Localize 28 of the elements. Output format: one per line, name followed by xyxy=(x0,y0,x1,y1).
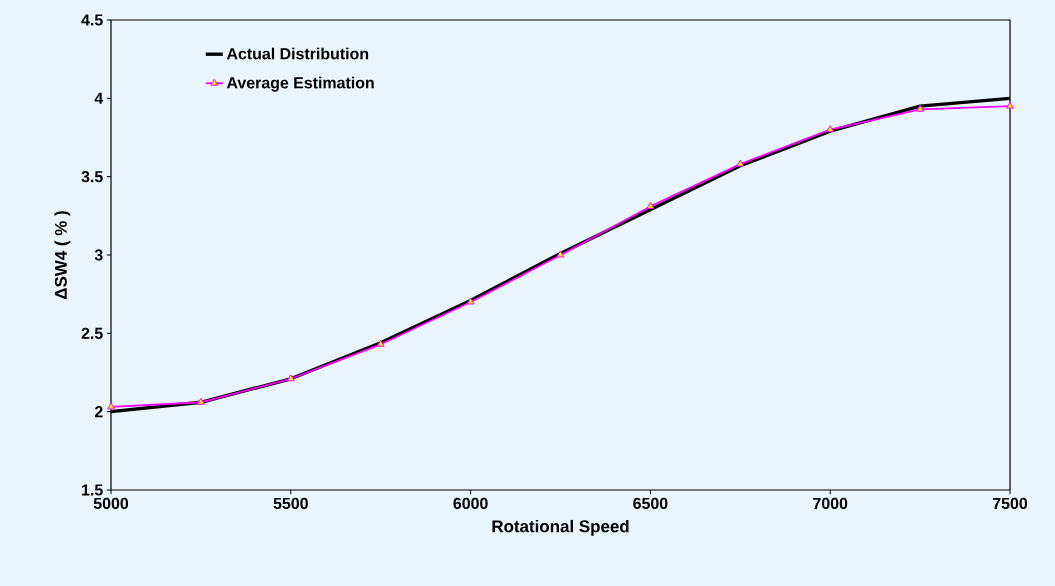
x-tick-label: 7500 xyxy=(992,497,1028,510)
point xyxy=(376,339,385,347)
point xyxy=(196,397,205,405)
x-axis-title: Rotational Speed xyxy=(492,519,629,536)
legend-label: Average Estimation xyxy=(226,76,374,92)
point xyxy=(286,374,295,382)
x-tick-label: 5500 xyxy=(273,497,308,510)
y-tick-label: 1.5 xyxy=(82,484,103,496)
x-tick-label: 7000 xyxy=(813,497,848,510)
y-tick-label: 3.5 xyxy=(81,171,103,183)
point xyxy=(736,159,745,167)
point xyxy=(916,104,925,112)
x-tick-label: 6000 xyxy=(453,497,488,510)
point xyxy=(466,297,475,305)
x-tick-label: 5000 xyxy=(93,497,129,510)
point xyxy=(107,402,115,410)
x-tick-label: 6500 xyxy=(633,497,668,510)
y-tick-label: 3 xyxy=(94,249,103,261)
point xyxy=(646,201,655,209)
point xyxy=(556,250,565,258)
y-tick-label: 4.5 xyxy=(81,14,103,26)
legend-label: Actual Distribution xyxy=(226,47,369,60)
point xyxy=(826,125,835,133)
y-tick-label: 4 xyxy=(94,92,104,104)
y-tick-label: 2 xyxy=(94,406,103,418)
y-axis-title: ΔSW4 ( % ) xyxy=(54,211,71,299)
y-tick-label: 2.5 xyxy=(81,327,103,339)
point xyxy=(1006,101,1014,109)
